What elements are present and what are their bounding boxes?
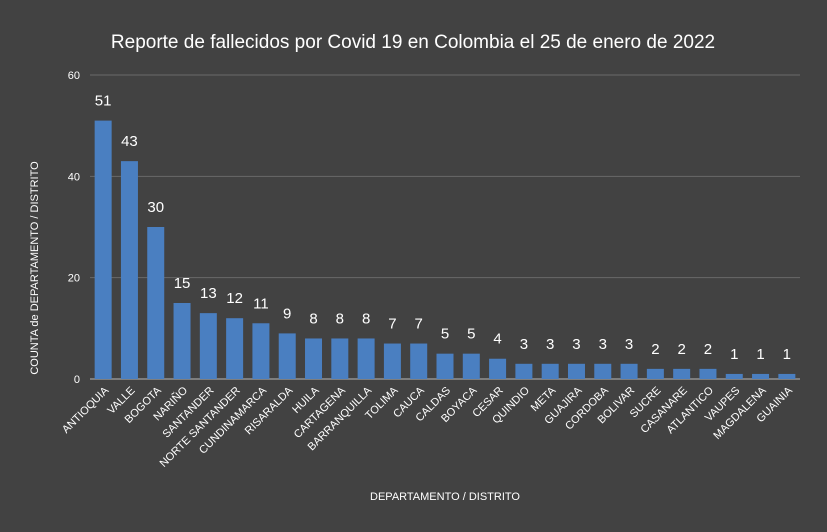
bar	[410, 343, 428, 379]
data-label: 11	[253, 295, 269, 312]
bar	[489, 358, 507, 379]
data-label: 1	[730, 346, 738, 363]
bar	[515, 363, 533, 379]
bar	[94, 120, 112, 379]
data-label: 3	[546, 336, 554, 353]
data-label: 1	[783, 346, 791, 363]
bar	[778, 373, 796, 379]
bar	[462, 353, 480, 379]
data-label: 2	[677, 341, 685, 358]
y-tick-label: 40	[68, 171, 80, 183]
bar	[752, 373, 770, 379]
data-label: 4	[493, 331, 501, 348]
y-axis-label: COUNTA de DEPARTAMENTO / DISTRITO	[29, 161, 41, 375]
data-label: 8	[362, 310, 370, 327]
bar	[199, 313, 217, 379]
bar	[699, 368, 717, 379]
data-label: 2	[704, 341, 712, 358]
bar	[725, 373, 743, 379]
y-tick-label: 20	[68, 273, 80, 285]
bar	[147, 227, 165, 379]
data-label: 8	[309, 310, 317, 327]
bar	[305, 338, 323, 379]
data-label: 43	[121, 133, 138, 150]
data-label: 13	[200, 285, 217, 302]
data-label: 9	[283, 305, 291, 322]
bar	[646, 368, 664, 379]
bar	[226, 318, 244, 379]
data-label: 7	[388, 316, 396, 333]
data-label: 3	[572, 336, 580, 353]
bar	[567, 363, 585, 379]
x-axis-label: DEPARTAMENTO / DISTRITO	[370, 491, 520, 503]
bar	[436, 353, 454, 379]
data-label: 7	[415, 316, 423, 333]
bar	[278, 333, 296, 379]
data-label: 1	[756, 346, 764, 363]
bar	[541, 363, 559, 379]
data-label: 2	[651, 341, 659, 358]
bars: 51ANTIOQUIA43VALLE30BOGOTA15NARIÑO13SANT…	[60, 93, 795, 470]
data-label: 51	[95, 93, 112, 110]
chart-title: Reporte de fallecidos por Covid 19 en Co…	[111, 32, 715, 53]
bar	[120, 161, 138, 379]
bar	[594, 363, 612, 379]
y-tick-label: 60	[68, 70, 80, 82]
data-label: 8	[336, 310, 344, 327]
bar	[252, 323, 270, 379]
data-label: 12	[226, 290, 243, 307]
bar	[331, 338, 349, 379]
x-tick-label: ANTIOQUIA	[60, 384, 112, 436]
data-label: 15	[174, 275, 191, 292]
bar	[173, 303, 191, 379]
data-label: 3	[625, 336, 633, 353]
bar	[620, 363, 638, 379]
data-label: 3	[520, 336, 528, 353]
y-tick-label: 0	[74, 374, 80, 386]
bar	[357, 338, 375, 379]
data-label: 3	[599, 336, 607, 353]
data-label: 30	[147, 199, 164, 216]
data-label: 5	[441, 326, 449, 343]
bar	[383, 343, 401, 379]
data-label: 5	[467, 326, 475, 343]
bar	[673, 368, 691, 379]
